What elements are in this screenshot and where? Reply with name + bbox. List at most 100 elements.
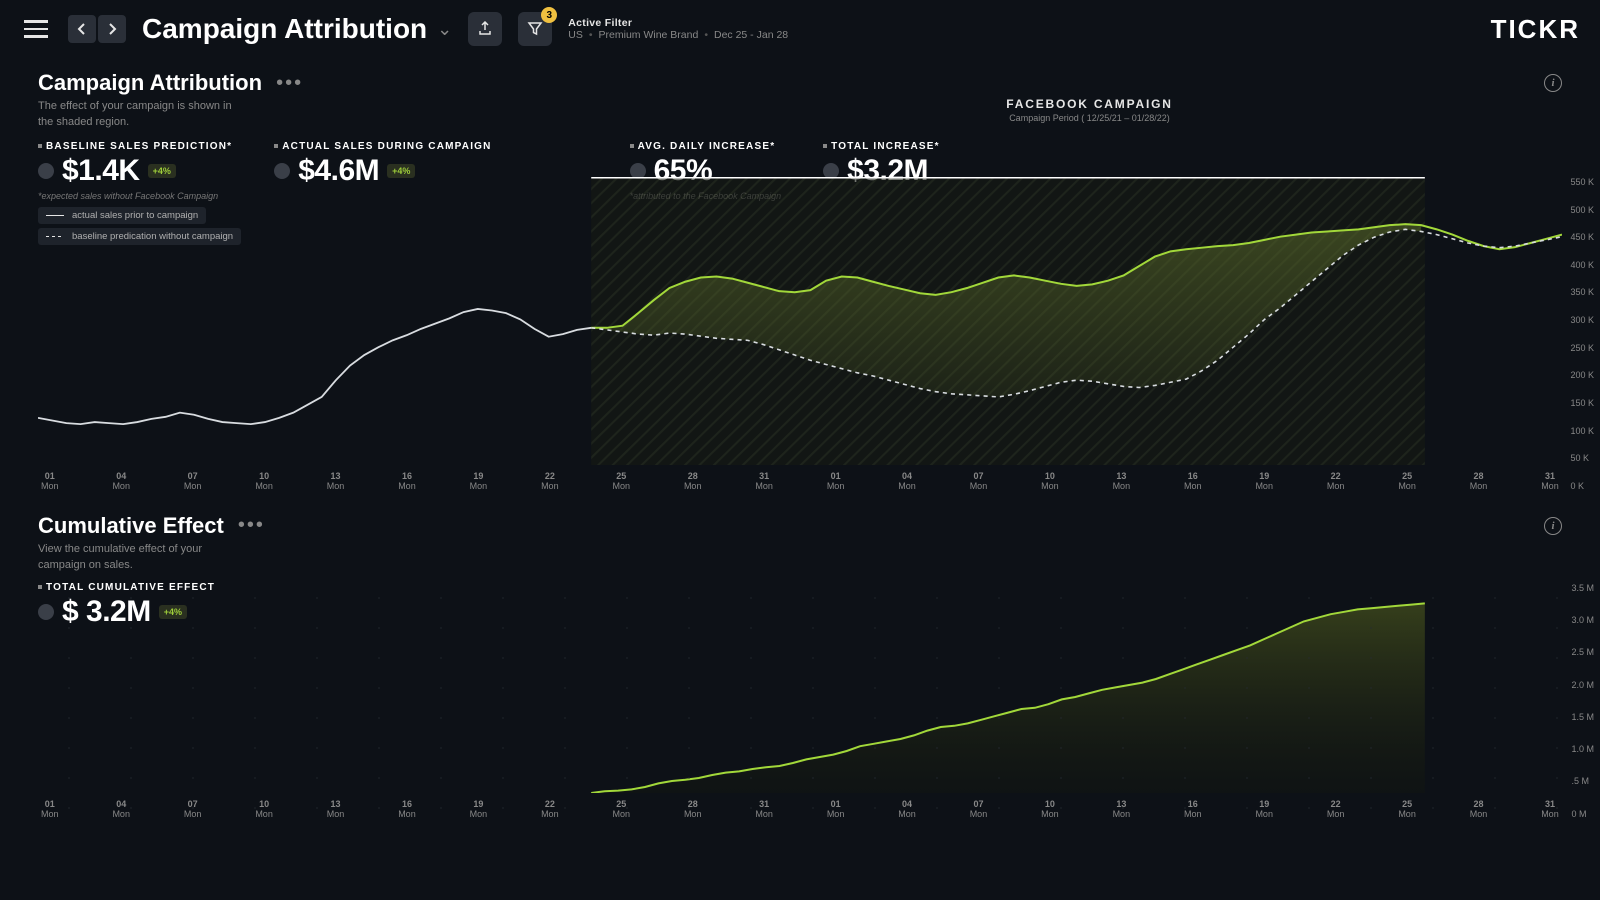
- xaxis-tick: 01Mon: [41, 799, 59, 819]
- xaxis-tick: 22Mon: [541, 471, 559, 491]
- kpi-delta: +4%: [148, 164, 176, 178]
- xaxis-tick: 31Mon: [755, 799, 773, 819]
- yaxis-tick: 3.0 M: [1571, 615, 1594, 625]
- xaxis-tick: 19Mon: [470, 799, 488, 819]
- xaxis-tick: 07Mon: [184, 799, 202, 819]
- yaxis-tick: 0 M: [1571, 809, 1594, 819]
- header: Campaign Attribution ⌄ 3 Active Filter U…: [0, 0, 1600, 58]
- yaxis-tick: 200 K: [1570, 370, 1594, 380]
- xaxis-tick: 19Mon: [1255, 799, 1273, 819]
- yaxis-tick: 350 K: [1570, 287, 1594, 297]
- campaign-period: Campaign Period ( 12/25/21 – 01/28/22): [852, 113, 1327, 123]
- yaxis-tick: 450 K: [1570, 232, 1594, 242]
- filter-info: Active Filter US•Premium Wine Brand•Dec …: [568, 17, 788, 41]
- xaxis-tick: 28Mon: [684, 471, 702, 491]
- section-subtitle: The effect of your campaign is shown in …: [38, 99, 238, 131]
- yaxis-tick: 150 K: [1570, 398, 1594, 408]
- xaxis-tick: 10Mon: [1041, 471, 1059, 491]
- info-icon[interactable]: i: [1544, 517, 1562, 535]
- xaxis-tick: 10Mon: [1041, 799, 1059, 819]
- yaxis-tick: 500 K: [1570, 205, 1594, 215]
- yaxis-tick: 0 K: [1570, 481, 1594, 491]
- section-title: Cumulative Effect: [38, 513, 224, 539]
- nav-forward-button[interactable]: [98, 15, 126, 43]
- yaxis-tick: 100 K: [1570, 426, 1594, 436]
- xaxis-tick: 28Mon: [684, 799, 702, 819]
- xaxis-tick: 28Mon: [1470, 799, 1488, 819]
- filter-button[interactable]: 3: [518, 12, 552, 46]
- yaxis-tick: 1.0 M: [1571, 744, 1594, 754]
- more-icon[interactable]: •••: [276, 72, 303, 95]
- yaxis-tick: 400 K: [1570, 260, 1594, 270]
- xaxis-tick: 31Mon: [1541, 799, 1559, 819]
- xaxis-tick: 01Mon: [41, 471, 59, 491]
- xaxis-tick: 07Mon: [970, 471, 988, 491]
- page-title[interactable]: Campaign Attribution: [142, 13, 427, 45]
- xaxis-tick: 13Mon: [327, 799, 345, 819]
- yaxis-tick: 2.5 M: [1571, 647, 1594, 657]
- filter-value: US: [568, 29, 583, 41]
- cumulative-chart: 3.5 M3.0 M2.5 M2.0 M1.5 M1.0 M.5 M0 M 01…: [38, 583, 1562, 819]
- chevron-down-icon[interactable]: ⌄: [437, 19, 452, 40]
- kpi-label: BASELINE SALES PREDICTION*: [38, 141, 232, 152]
- section-title: Campaign Attribution: [38, 70, 262, 96]
- kpi-label: ACTUAL SALES DURING CAMPAIGN: [274, 141, 491, 152]
- kpi-delta: +4%: [387, 164, 415, 178]
- xaxis-tick: 22Mon: [541, 799, 559, 819]
- xaxis-tick: 16Mon: [398, 799, 416, 819]
- xaxis-tick: 16Mon: [398, 471, 416, 491]
- xaxis-tick: 19Mon: [470, 471, 488, 491]
- export-button[interactable]: [468, 12, 502, 46]
- info-icon[interactable]: i: [1544, 74, 1562, 92]
- yaxis-tick: 3.5 M: [1571, 583, 1594, 593]
- xaxis-tick: 13Mon: [327, 471, 345, 491]
- filter-value: Dec 25 - Jan 28: [714, 29, 788, 41]
- xaxis-tick: 04Mon: [112, 471, 130, 491]
- xaxis-tick: 04Mon: [898, 471, 916, 491]
- xaxis-tick: 25Mon: [613, 799, 631, 819]
- nav-back-button[interactable]: [68, 15, 96, 43]
- nav-arrows: [68, 15, 126, 43]
- xaxis-tick: 16Mon: [1184, 471, 1202, 491]
- section-subtitle: View the cumulative effect of your campa…: [38, 542, 238, 574]
- yaxis-tick: 250 K: [1570, 343, 1594, 353]
- xaxis-tick: 01Mon: [827, 471, 845, 491]
- xaxis-tick: 13Mon: [1113, 471, 1131, 491]
- yaxis-tick: 550 K: [1570, 177, 1594, 187]
- xaxis-tick: 07Mon: [970, 799, 988, 819]
- xaxis-tick: 10Mon: [255, 471, 273, 491]
- yaxis-tick: 50 K: [1570, 453, 1594, 463]
- campaign-banner: FACEBOOK CAMPAIGN Campaign Period ( 12/2…: [852, 97, 1327, 123]
- more-icon[interactable]: •••: [238, 514, 265, 537]
- filter-label: Active Filter: [568, 17, 788, 29]
- kpi-label: AVG. DAILY INCREASE*: [630, 141, 782, 152]
- xaxis-tick: 22Mon: [1327, 799, 1345, 819]
- xaxis-tick: 28Mon: [1470, 471, 1488, 491]
- xaxis-tick: 31Mon: [1541, 471, 1559, 491]
- xaxis-tick: 10Mon: [255, 799, 273, 819]
- attribution-chart: 550 K500 K450 K400 K350 K300 K250 K200 K…: [38, 177, 1562, 491]
- xaxis-tick: 25Mon: [1398, 471, 1416, 491]
- xaxis-tick: 07Mon: [184, 471, 202, 491]
- section-attribution: Campaign Attribution ••• i The effect of…: [38, 70, 1562, 491]
- filter-badge: 3: [541, 7, 557, 23]
- filter-value: Premium Wine Brand: [599, 29, 699, 41]
- xaxis-tick: 04Mon: [898, 799, 916, 819]
- xaxis-tick: 16Mon: [1184, 799, 1202, 819]
- yaxis-tick: .5 M: [1571, 776, 1594, 786]
- yaxis-tick: 2.0 M: [1571, 680, 1594, 690]
- xaxis-tick: 04Mon: [112, 799, 130, 819]
- xaxis-tick: 13Mon: [1113, 799, 1131, 819]
- xaxis-tick: 22Mon: [1327, 471, 1345, 491]
- xaxis-tick: 25Mon: [613, 471, 631, 491]
- xaxis-tick: 25Mon: [1398, 799, 1416, 819]
- kpi-label: TOTAL INCREASE*: [823, 141, 940, 152]
- xaxis-tick: 31Mon: [755, 471, 773, 491]
- yaxis-tick: 1.5 M: [1571, 712, 1594, 722]
- menu-icon[interactable]: [20, 16, 52, 42]
- logo: TICKR: [1491, 14, 1580, 45]
- yaxis-tick: 300 K: [1570, 315, 1594, 325]
- xaxis-tick: 19Mon: [1255, 471, 1273, 491]
- campaign-title: FACEBOOK CAMPAIGN: [852, 97, 1327, 111]
- xaxis-tick: 01Mon: [827, 799, 845, 819]
